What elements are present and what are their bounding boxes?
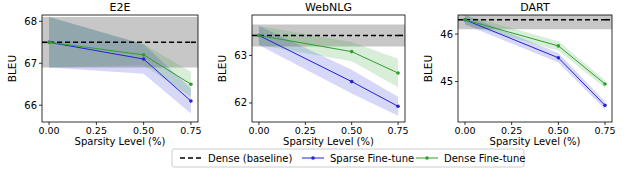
x-tick-label: 0.00 <box>39 125 60 136</box>
error-band <box>465 15 605 109</box>
x-label: Sparsity Level (%) <box>283 136 374 147</box>
y-label: BLEU <box>6 55 18 82</box>
panel: DART BLEU Sparsity Level (%) 45 46 0.00 0.25 0.… <box>422 1 616 147</box>
y-tick-label: 63 <box>234 50 247 61</box>
point <box>350 80 354 84</box>
x-tick-label: 0.25 <box>501 125 522 136</box>
legend-label: Dense (baseline) <box>208 153 293 164</box>
y-label: BLEU <box>216 55 228 82</box>
series-line <box>49 42 191 84</box>
legend-line <box>180 157 202 159</box>
point <box>463 18 467 22</box>
legend-label: Sparse Fine-tune <box>330 153 414 164</box>
point <box>350 50 354 54</box>
x-label: Sparsity Level (%) <box>75 136 166 147</box>
series-line <box>465 19 605 21</box>
point <box>557 56 561 60</box>
error-band <box>465 15 605 88</box>
series-line <box>259 35 398 73</box>
y-tick-label: 68 <box>24 16 37 27</box>
y-tick <box>39 105 42 106</box>
y-tick-label: 46 <box>440 29 453 40</box>
y-tick <box>455 34 458 35</box>
x-label: Sparsity Level (%) <box>490 136 581 147</box>
x-tick-label: 0.25 <box>295 125 316 136</box>
plot-data <box>252 25 405 116</box>
series-line <box>465 20 605 84</box>
point <box>257 34 261 38</box>
frame <box>252 15 405 122</box>
y-tick-label: 67 <box>24 58 37 69</box>
y-tick-label: 62 <box>234 97 247 108</box>
plot-data <box>458 15 612 109</box>
error-band <box>49 17 191 97</box>
x-tick-label: 0.50 <box>548 125 569 136</box>
y-tick <box>249 55 252 56</box>
legend: Dense (baseline) Sparse Fine-tune Dense Fi… <box>172 149 525 167</box>
point <box>189 99 193 103</box>
x-tick-label: 0.00 <box>454 125 475 136</box>
y-tick <box>249 102 252 103</box>
legend-label: Dense Fine-tune <box>444 153 525 164</box>
y-label: BLEU <box>422 55 434 82</box>
frame <box>458 15 612 122</box>
baseline-extension <box>191 41 198 43</box>
legend-marker <box>311 156 315 160</box>
y-tick-label: 66 <box>24 100 37 111</box>
series-line <box>49 41 191 43</box>
title: E2E <box>110 1 131 14</box>
y-tick-label: 45 <box>440 76 453 87</box>
series-line <box>465 20 605 106</box>
figure: E2E BLEU Sparsity Level (%) 66 67 68 0.00 0.25 0… <box>0 0 640 169</box>
x-tick-label: 0.75 <box>180 125 201 136</box>
panel: E2E BLEU Sparsity Level (%) 66 67 68 0.00 0.25 0… <box>6 1 201 147</box>
panel: WebNLG BLEU Sparsity Level (%) 62 63 0.00 0.25… <box>216 1 409 147</box>
point <box>396 105 400 109</box>
title: WebNLG <box>305 1 352 14</box>
title: DART <box>520 1 550 14</box>
x-tick-label: 0.75 <box>387 125 408 136</box>
error-band <box>49 17 191 114</box>
baseline-extension <box>605 19 612 21</box>
point <box>142 57 146 61</box>
x-tick-label: 0.00 <box>248 125 269 136</box>
point <box>189 82 193 86</box>
x-tick-label: 0.25 <box>86 125 107 136</box>
point <box>47 40 51 44</box>
point <box>557 44 561 48</box>
series-line <box>49 42 191 101</box>
point <box>47 40 51 44</box>
point <box>603 104 607 108</box>
series-line <box>259 35 398 37</box>
series-line <box>259 35 398 106</box>
baseline-extension <box>398 35 405 37</box>
point <box>396 71 400 75</box>
point <box>603 82 607 86</box>
x-tick-label: 0.75 <box>594 125 615 136</box>
y-tick <box>39 63 42 64</box>
plot-data <box>42 17 198 114</box>
point <box>257 34 261 38</box>
legend-marker <box>425 156 429 160</box>
y-tick <box>455 81 458 82</box>
point <box>142 53 146 57</box>
point <box>463 18 467 22</box>
frame <box>42 15 198 122</box>
error-band <box>259 26 398 87</box>
error-band <box>259 26 398 116</box>
y-tick <box>39 21 42 22</box>
x-tick-label: 0.50 <box>133 125 154 136</box>
x-tick-label: 0.50 <box>341 125 362 136</box>
